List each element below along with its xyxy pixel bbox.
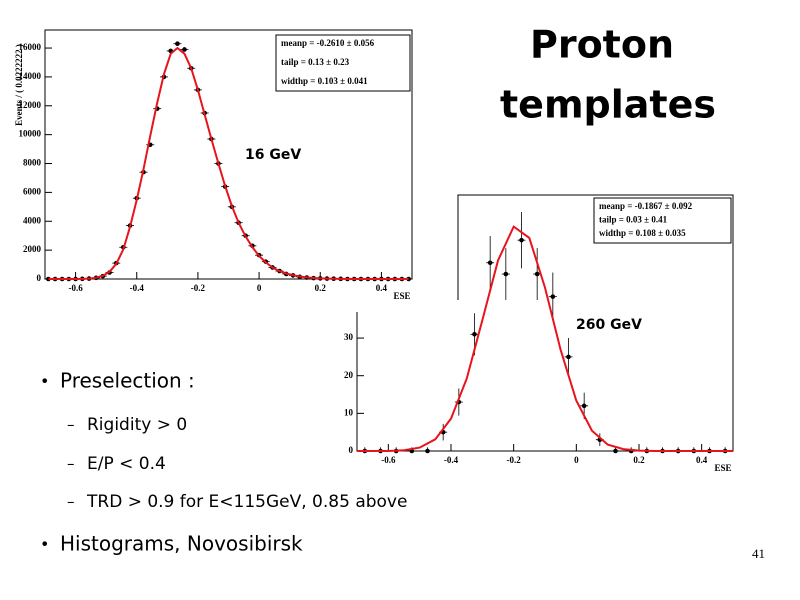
x-axis-label: ESE (393, 291, 410, 301)
data-point (487, 260, 493, 266)
data-point (566, 354, 571, 360)
x-tick-label: -0.6 (68, 283, 83, 293)
y-tick-label: 30 (344, 332, 354, 342)
x-tick-label: -0.2 (191, 283, 206, 293)
stats-line: meanp = -0.1867 ± 0.092 (599, 201, 693, 211)
data-point (550, 294, 556, 299)
x-tick-label: 0.4 (696, 455, 708, 465)
x-tick-label: -0.6 (381, 455, 396, 465)
x-tick-label: 0.4 (376, 283, 388, 293)
data-point (519, 237, 524, 243)
sub-bullet-marker: – (67, 416, 75, 434)
data-point (425, 448, 430, 454)
x-tick-label: -0.4 (130, 283, 145, 293)
stats-line: tailp = 0.13 ± 0.23 (281, 57, 350, 67)
sub-bullet: Rigidity > 0 (87, 415, 187, 435)
y-tick-label: 14000 (19, 71, 42, 81)
y-tick-label: 8000 (23, 158, 42, 168)
y-tick-label: 6000 (23, 186, 42, 196)
fit-curve (48, 46, 409, 280)
slide-title: Proton (530, 23, 674, 67)
data-point (406, 276, 411, 282)
data-point (534, 271, 540, 277)
data-point (581, 403, 587, 409)
fit-curve (357, 225, 733, 452)
y-axis-label: Events / ( 0.0222222 ) (14, 44, 24, 126)
x-tick-label: 0.2 (633, 455, 645, 465)
data-point (503, 271, 509, 277)
annotation: 16 GeV (245, 147, 301, 163)
y-tick-label: 10000 (19, 129, 42, 139)
y-tick-label: 0 (349, 445, 354, 455)
charts: 0200040006000800010000120001400016000-0.… (14, 29, 734, 473)
bullet-marker: • (40, 372, 49, 391)
data-point (46, 276, 51, 282)
sub-bullet: E/P < 0.4 (87, 454, 166, 474)
x-tick-label: -0.2 (507, 455, 522, 465)
y-tick-label: 16000 (19, 42, 42, 52)
x-tick-label: -0.4 (444, 455, 459, 465)
data-point (175, 41, 180, 47)
plot-frame (356, 194, 734, 452)
x-tick-label: 0 (574, 455, 579, 465)
stats-box (593, 197, 732, 244)
y-tick-label: 0 (37, 273, 42, 283)
stats-line: widthp = 0.108 ± 0.035 (599, 228, 686, 238)
data-point (182, 47, 187, 52)
slide-title: templates (500, 83, 716, 127)
stats-line: widthp = 0.103 ± 0.041 (281, 76, 368, 86)
y-tick-label: 20 (344, 370, 354, 380)
x-axis-label: ESE (714, 463, 731, 473)
y-tick-label: 2000 (23, 244, 42, 254)
stats-box (275, 34, 411, 92)
bullet-marker: • (40, 535, 49, 554)
x-tick-label: 0.2 (315, 283, 327, 293)
bullet: Preselection : (60, 369, 195, 393)
y-tick-label: 4000 (23, 215, 42, 225)
annotation: 260 GeV (576, 317, 642, 333)
y-tick-label: 12000 (19, 100, 42, 110)
page-number: 41 (752, 546, 765, 561)
bullet: Histograms, Novosibirsk (60, 532, 303, 556)
stats-line: tailp = 0.03 ± 0.41 (599, 215, 668, 225)
sub-bullet-marker: – (67, 455, 75, 473)
sub-bullet-marker: – (67, 493, 75, 511)
plot-background (330, 195, 733, 473)
y-tick-label: 10 (344, 407, 354, 417)
data-point (472, 331, 477, 337)
x-tick-label: 0 (257, 283, 262, 293)
stats-line: meanp = -0.2610 ± 0.056 (281, 38, 375, 48)
sub-bullet: TRD > 0.9 for E<115GeV, 0.85 above (86, 492, 407, 512)
data-point (613, 448, 618, 454)
